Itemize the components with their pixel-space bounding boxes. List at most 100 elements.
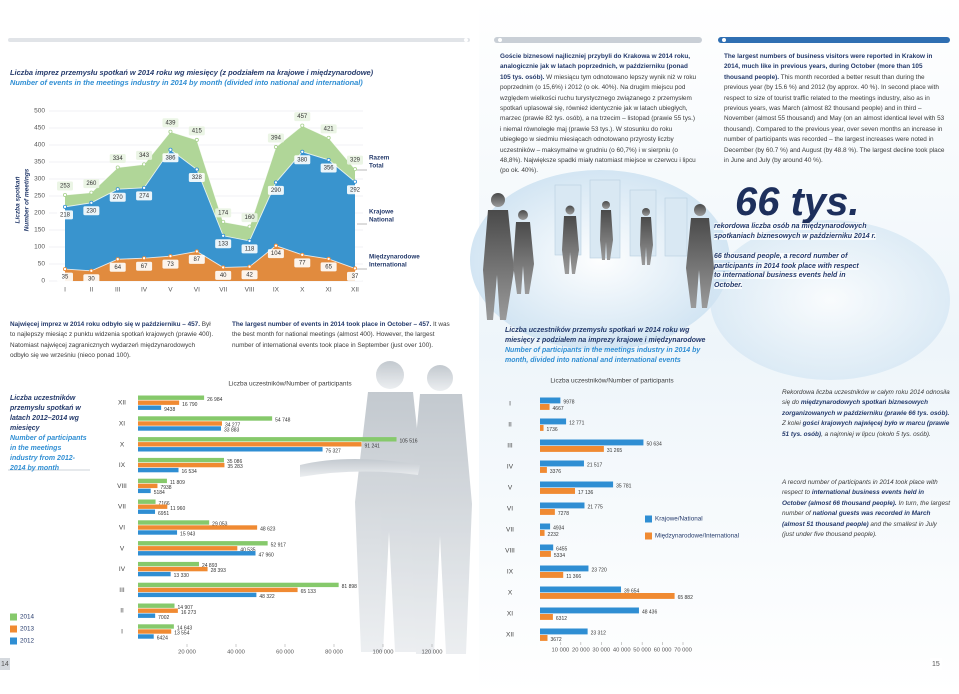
- value-label-bg: [241, 213, 258, 223]
- x-tick-label: 70 000: [674, 648, 692, 654]
- point: [89, 190, 94, 195]
- value-label-bg: [162, 259, 179, 269]
- page-number: 15: [932, 661, 940, 668]
- point: [194, 167, 199, 172]
- bar: [138, 608, 178, 613]
- value-label: 270: [113, 195, 124, 201]
- value-label: 35 086: [227, 459, 243, 465]
- category-label: X: [120, 441, 125, 448]
- point: [300, 252, 305, 257]
- value-label: 334: [113, 156, 124, 162]
- bold-text: Najwięcej imprez w 2014 roku odbyło się …: [10, 321, 201, 328]
- value-label: 35 781: [616, 484, 632, 490]
- header-dot: [498, 38, 502, 42]
- value-label: 35: [62, 275, 69, 281]
- value-label: 260: [86, 181, 97, 187]
- value-label-bg: [136, 150, 153, 160]
- bar: [138, 499, 156, 504]
- side-title: Liczba uczestników przemysłu spotkań w l…: [10, 395, 81, 432]
- text: W miesiącu tym odnotowano lepszy wynik n…: [500, 73, 697, 175]
- bar: [138, 405, 162, 410]
- bar: [540, 565, 589, 572]
- x-tick-label: XI: [326, 287, 332, 294]
- value-label-bg: [241, 244, 258, 254]
- value-label: 386: [165, 155, 176, 161]
- bar: [138, 520, 210, 525]
- point: [168, 129, 173, 134]
- bar: [540, 481, 614, 488]
- text-en: The largest numbers of business visitors…: [724, 52, 948, 166]
- bar: [540, 460, 584, 467]
- bar: [540, 404, 550, 410]
- bold-text: The largest numbers of business visitors…: [724, 53, 933, 81]
- bar: [138, 546, 238, 551]
- chart-title-block: Liczba imprez przemysłu spotkań w 2014 r…: [10, 68, 450, 88]
- category-label: III: [119, 587, 125, 594]
- value-label: 23 312: [591, 631, 607, 637]
- point: [194, 137, 199, 142]
- point: [142, 162, 147, 167]
- value-label-bg: [109, 153, 126, 163]
- y-tick-label: 250: [34, 193, 45, 200]
- category-label: II: [508, 422, 512, 429]
- value-label: 50 634: [646, 442, 662, 448]
- chart3-title-block: Liczba uczestników przemysłu spotkań w 2…: [505, 326, 720, 366]
- bar: [138, 530, 178, 535]
- y-tick-label: 0: [41, 278, 45, 285]
- highlight-number: 66 tys.: [735, 180, 860, 224]
- bar: [138, 442, 362, 447]
- area-line: [64, 149, 356, 242]
- value-label: 48 436: [642, 610, 658, 616]
- x-tick-label: I: [64, 287, 66, 294]
- point: [194, 249, 199, 254]
- point: [221, 219, 226, 224]
- value-label: 17 136: [578, 490, 594, 496]
- value-label: 21 775: [587, 505, 603, 511]
- category-label: III: [507, 443, 513, 450]
- value-label: 26 984: [207, 397, 223, 403]
- value-label-bg: [109, 192, 126, 202]
- value-label-bg: [136, 191, 153, 201]
- value-label: 23 720: [591, 568, 607, 574]
- value-label: 118: [245, 246, 255, 252]
- legend-swatch: [10, 613, 17, 621]
- bold-text: national guests was recorded in March (a…: [782, 510, 931, 528]
- chart-subtitle: Number of events in the meetings industr…: [10, 78, 363, 87]
- legend-label: 2014: [20, 614, 35, 621]
- value-label: 415: [192, 128, 203, 134]
- bar: [540, 551, 551, 557]
- point: [352, 266, 357, 271]
- text: and the smallest in July (just under fiv…: [782, 520, 937, 539]
- value-label: 7278: [558, 511, 569, 517]
- value-label-bg: [320, 124, 337, 134]
- y-tick-label: 400: [34, 142, 45, 149]
- bar: [540, 628, 588, 635]
- bar: [540, 530, 545, 536]
- value-label: 5334: [554, 553, 565, 559]
- x-tick-label: IV: [141, 287, 148, 294]
- value-label-bg: [267, 133, 284, 143]
- value-label: 9438: [164, 407, 175, 413]
- value-label-bg: [294, 258, 311, 268]
- value-label: 11 809: [170, 480, 185, 486]
- bar: [540, 586, 622, 593]
- value-label: 54 748: [275, 418, 291, 424]
- value-label: 81 898: [342, 584, 358, 590]
- point: [273, 243, 278, 248]
- value-label: 30: [88, 276, 95, 282]
- x-tick-label: 60 000: [276, 650, 294, 656]
- category-label: XI: [507, 611, 513, 618]
- legend-label: Międzynarodowe/International: [655, 533, 739, 540]
- category-label: IX: [507, 569, 514, 576]
- area-line: [64, 245, 356, 272]
- category-label: VIII: [117, 483, 127, 490]
- value-label: 3672: [551, 637, 562, 643]
- value-label: 4667: [553, 406, 564, 412]
- value-label: 11 960: [170, 506, 185, 512]
- point: [89, 200, 94, 205]
- y-axis-label: Liczba spotkań: [15, 177, 22, 224]
- point: [273, 145, 278, 150]
- bar: [138, 457, 224, 463]
- value-label-bg: [215, 239, 232, 249]
